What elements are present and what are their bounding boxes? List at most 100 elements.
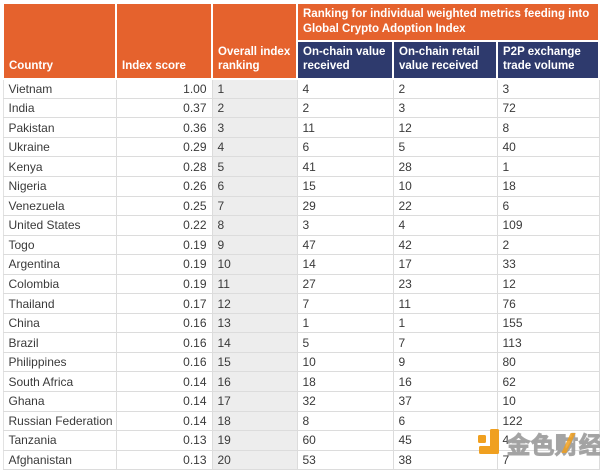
on-chain-value-cell: 6 bbox=[296, 136, 394, 158]
overall-ranking-cell: 19 bbox=[211, 430, 298, 451]
on-chain-value-cell: 10 bbox=[296, 351, 394, 373]
table-row: Tanzania 0.13 19 60 45 4 bbox=[2, 430, 600, 451]
on-chain-retail-cell: 6 bbox=[392, 410, 498, 432]
table-row: India 0.37 2 2 3 72 bbox=[2, 97, 600, 119]
table-row: Russian Federation 0.14 18 8 6 122 bbox=[2, 410, 600, 432]
index-score-cell: 0.13 bbox=[115, 430, 213, 451]
country-cell: Togo bbox=[2, 234, 117, 256]
index-score-cell: 0.22 bbox=[115, 215, 213, 236]
index-score-cell: 0.16 bbox=[115, 312, 213, 334]
p2p-volume-cell: 122 bbox=[496, 410, 600, 432]
p2p-volume-cell: 7 bbox=[496, 449, 600, 470]
on-chain-retail-cell: 17 bbox=[392, 254, 498, 275]
overall-ranking-cell: 2 bbox=[211, 97, 298, 119]
index-score-cell: 0.19 bbox=[115, 234, 213, 256]
index-score-cell: 0.16 bbox=[115, 351, 213, 373]
p2p-volume-cell: 72 bbox=[496, 97, 600, 119]
index-score-cell: 0.17 bbox=[115, 293, 213, 314]
index-score-cell: 0.13 bbox=[115, 449, 213, 470]
p2p-volume-cell: 3 bbox=[496, 78, 600, 99]
index-score-cell: 0.14 bbox=[115, 410, 213, 432]
country-cell: Nigeria bbox=[2, 175, 117, 197]
country-cell: Pakistan bbox=[2, 117, 117, 138]
table-row: United States 0.22 8 3 4 109 bbox=[2, 215, 600, 236]
overall-ranking-cell: 10 bbox=[211, 254, 298, 275]
table-row: Pakistan 0.36 3 11 12 8 bbox=[2, 117, 600, 138]
p2p-volume-cell: 109 bbox=[496, 215, 600, 236]
overall-ranking-cell: 14 bbox=[211, 332, 298, 353]
country-cell: Ukraine bbox=[2, 136, 117, 158]
table-row: Vietnam 1.00 1 4 2 3 bbox=[2, 78, 600, 99]
index-score-cell: 0.14 bbox=[115, 391, 213, 412]
country-cell: Afghanistan bbox=[2, 449, 117, 470]
on-chain-retail-cell: 10 bbox=[392, 175, 498, 197]
on-chain-value-cell: 53 bbox=[296, 449, 394, 470]
on-chain-retail-cell: 7 bbox=[392, 332, 498, 353]
on-chain-retail-cell: 23 bbox=[392, 273, 498, 295]
index-score-cell: 0.19 bbox=[115, 254, 213, 275]
on-chain-value-cell: 3 bbox=[296, 215, 394, 236]
table-row: Argentina 0.19 10 14 17 33 bbox=[2, 254, 600, 275]
overall-ranking-cell: 17 bbox=[211, 391, 298, 412]
table-header: Country Index score Overall index rankin… bbox=[2, 2, 600, 80]
on-chain-retail-cell: 37 bbox=[392, 391, 498, 412]
index-score-cell: 0.28 bbox=[115, 156, 213, 177]
table-row: Philippines 0.16 15 10 9 80 bbox=[2, 351, 600, 373]
on-chain-value-cell: 11 bbox=[296, 117, 394, 138]
p2p-volume-cell: 155 bbox=[496, 312, 600, 334]
country-cell: Thailand bbox=[2, 293, 117, 314]
on-chain-value-cell: 47 bbox=[296, 234, 394, 256]
overall-ranking-cell: 4 bbox=[211, 136, 298, 158]
on-chain-retail-cell: 28 bbox=[392, 156, 498, 177]
table-row: Afghanistan 0.13 20 53 38 7 bbox=[2, 449, 600, 470]
p2p-volume-cell: 40 bbox=[496, 136, 600, 158]
index-score-cell: 0.25 bbox=[115, 195, 213, 217]
index-score-cell: 0.36 bbox=[115, 117, 213, 138]
overall-ranking-cell: 11 bbox=[211, 273, 298, 295]
country-cell: Colombia bbox=[2, 273, 117, 295]
table-row: Ukraine 0.29 4 6 5 40 bbox=[2, 136, 600, 158]
overall-ranking-cell: 13 bbox=[211, 312, 298, 334]
index-score-cell: 0.19 bbox=[115, 273, 213, 295]
table-row: Thailand 0.17 12 7 11 76 bbox=[2, 293, 600, 314]
table-row: China 0.16 13 1 1 155 bbox=[2, 312, 600, 334]
on-chain-value-cell: 18 bbox=[296, 371, 394, 392]
country-cell: Philippines bbox=[2, 351, 117, 373]
p2p-volume-cell: 1 bbox=[496, 156, 600, 177]
index-score-cell: 0.29 bbox=[115, 136, 213, 158]
country-cell: Russian Federation bbox=[2, 410, 117, 432]
country-cell: United States bbox=[2, 215, 117, 236]
table-row: South Africa 0.14 16 18 16 62 bbox=[2, 371, 600, 392]
index-score-cell: 1.00 bbox=[115, 78, 213, 99]
p2p-volume-cell: 113 bbox=[496, 332, 600, 353]
country-cell: Kenya bbox=[2, 156, 117, 177]
on-chain-value-cell: 5 bbox=[296, 332, 394, 353]
on-chain-retail-cell: 42 bbox=[392, 234, 498, 256]
header-country: Country bbox=[2, 2, 117, 80]
overall-ranking-cell: 6 bbox=[211, 175, 298, 197]
on-chain-value-cell: 27 bbox=[296, 273, 394, 295]
overall-ranking-cell: 20 bbox=[211, 449, 298, 470]
country-cell: Argentina bbox=[2, 254, 117, 275]
on-chain-value-cell: 60 bbox=[296, 430, 394, 451]
on-chain-retail-cell: 12 bbox=[392, 117, 498, 138]
country-cell: Brazil bbox=[2, 332, 117, 353]
header-p2p-volume: P2P exchange trade volume bbox=[495, 40, 600, 80]
table-row: Venezuela 0.25 7 29 22 6 bbox=[2, 195, 600, 217]
p2p-volume-cell: 2 bbox=[496, 234, 600, 256]
on-chain-value-cell: 4 bbox=[296, 78, 394, 99]
on-chain-retail-cell: 38 bbox=[392, 449, 498, 470]
header-index-score: Index score bbox=[115, 2, 213, 80]
on-chain-value-cell: 2 bbox=[296, 97, 394, 119]
on-chain-value-cell: 1 bbox=[296, 312, 394, 334]
p2p-volume-cell: 8 bbox=[496, 117, 600, 138]
table-row: Brazil 0.16 14 5 7 113 bbox=[2, 332, 600, 353]
on-chain-value-cell: 15 bbox=[296, 175, 394, 197]
on-chain-value-cell: 29 bbox=[296, 195, 394, 217]
on-chain-retail-cell: 22 bbox=[392, 195, 498, 217]
overall-ranking-cell: 1 bbox=[211, 78, 298, 99]
on-chain-retail-cell: 45 bbox=[392, 430, 498, 451]
p2p-volume-cell: 62 bbox=[496, 371, 600, 392]
